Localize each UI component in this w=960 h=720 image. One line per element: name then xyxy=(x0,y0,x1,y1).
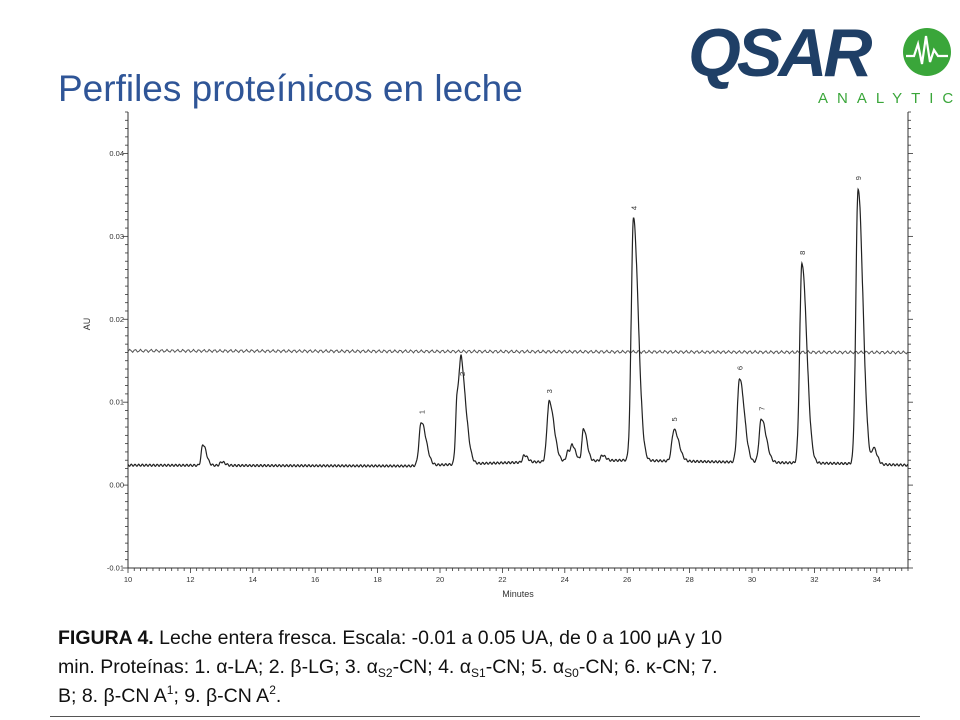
y-tick-label: 0.00 xyxy=(109,481,124,490)
x-tick-label: 10 xyxy=(124,575,132,584)
logo-globe-icon xyxy=(903,28,951,76)
x-axis-label: Minutes xyxy=(502,589,534,599)
x-tick-label: 12 xyxy=(186,575,194,584)
caption-line3-b: ; 9. β-CN A xyxy=(173,685,270,707)
caption-line2-d: -CN; 6. κ-CN; 7. xyxy=(578,656,718,678)
caption-line3-c: . xyxy=(275,685,282,707)
caption-sub-s2: S2 xyxy=(377,666,393,680)
logo-pulse-icon xyxy=(906,35,948,65)
peak-label: 4 xyxy=(629,206,638,210)
chart-ticks xyxy=(123,111,913,573)
x-tick-label: 28 xyxy=(685,575,693,584)
peak-label: 3 xyxy=(545,389,554,393)
chart-axes xyxy=(127,112,909,569)
x-tick-label: 22 xyxy=(498,575,506,584)
slide-title: Perfiles proteínicos en leche xyxy=(58,68,523,109)
x-tick-label: 26 xyxy=(623,575,631,584)
x-tick-label: 14 xyxy=(249,575,257,584)
caption-line2-c: -CN; 5. α xyxy=(485,656,565,678)
y-tick-label: 0.02 xyxy=(109,315,124,324)
y-tick-label: -0.01 xyxy=(107,564,124,573)
x-tick-label: 24 xyxy=(561,575,569,584)
peak-label: 2 xyxy=(458,372,467,376)
caption-sub-s1: S1 xyxy=(471,666,486,680)
x-tick-label: 18 xyxy=(373,575,381,584)
reference-trace xyxy=(127,348,909,355)
y-tick-label: 0.03 xyxy=(109,232,124,241)
qsar-logo: QSAR ANALYTICS xyxy=(688,15,960,107)
peak-label: 1 xyxy=(417,410,426,414)
y-axis-label: AU xyxy=(82,318,92,331)
caption-line2-b: -CN; 4. α xyxy=(392,656,472,678)
x-tick-label: 34 xyxy=(873,575,881,584)
chart-series xyxy=(127,187,909,468)
chromatogram-trace xyxy=(127,187,909,468)
y-tick-label: 0.04 xyxy=(109,149,124,158)
caption-line1: Leche entera fresca. Escala: -0.01 a 0.0… xyxy=(153,627,723,649)
chart-labels: 10 12 14 16 18 20 22 24 26 28 30 32 34-0.010.000.010… xyxy=(82,149,881,599)
figure-caption: FIGURA 4. Leche entera fresca. Escala: -… xyxy=(58,624,918,720)
x-tick-label: 20 xyxy=(436,575,444,584)
caption-sub-s0: S0 xyxy=(564,666,579,680)
x-tick-label: 30 xyxy=(748,575,756,584)
logo-subtitle: ANALYTICS xyxy=(818,90,960,107)
bottom-rule xyxy=(50,716,920,717)
x-tick-label: 32 xyxy=(810,575,818,584)
chromatogram-chart: 10 12 14 16 18 20 22 24 26 28 30 32 34-0.010.000.010… xyxy=(82,111,913,599)
logo-wordmark: QSAR xyxy=(688,15,872,91)
caption-line3-a: B; 8. β-CN A xyxy=(58,685,167,707)
x-tick-label: 16 xyxy=(311,575,319,584)
caption-sup-2: 2 xyxy=(269,683,276,697)
peak-label: 9 xyxy=(854,176,863,180)
caption-line2-a: min. Proteínas: 1. α-LA; 2. β-LG; 3. α xyxy=(58,656,378,678)
peak-label: 8 xyxy=(798,251,807,255)
peak-label: 5 xyxy=(670,417,679,421)
y-tick-label: 0.01 xyxy=(109,398,124,407)
caption-sup-1: 1 xyxy=(166,683,174,697)
caption-label: FIGURA 4. xyxy=(58,627,154,649)
peak-label: 6 xyxy=(736,366,745,370)
peak-label: 7 xyxy=(757,407,766,411)
